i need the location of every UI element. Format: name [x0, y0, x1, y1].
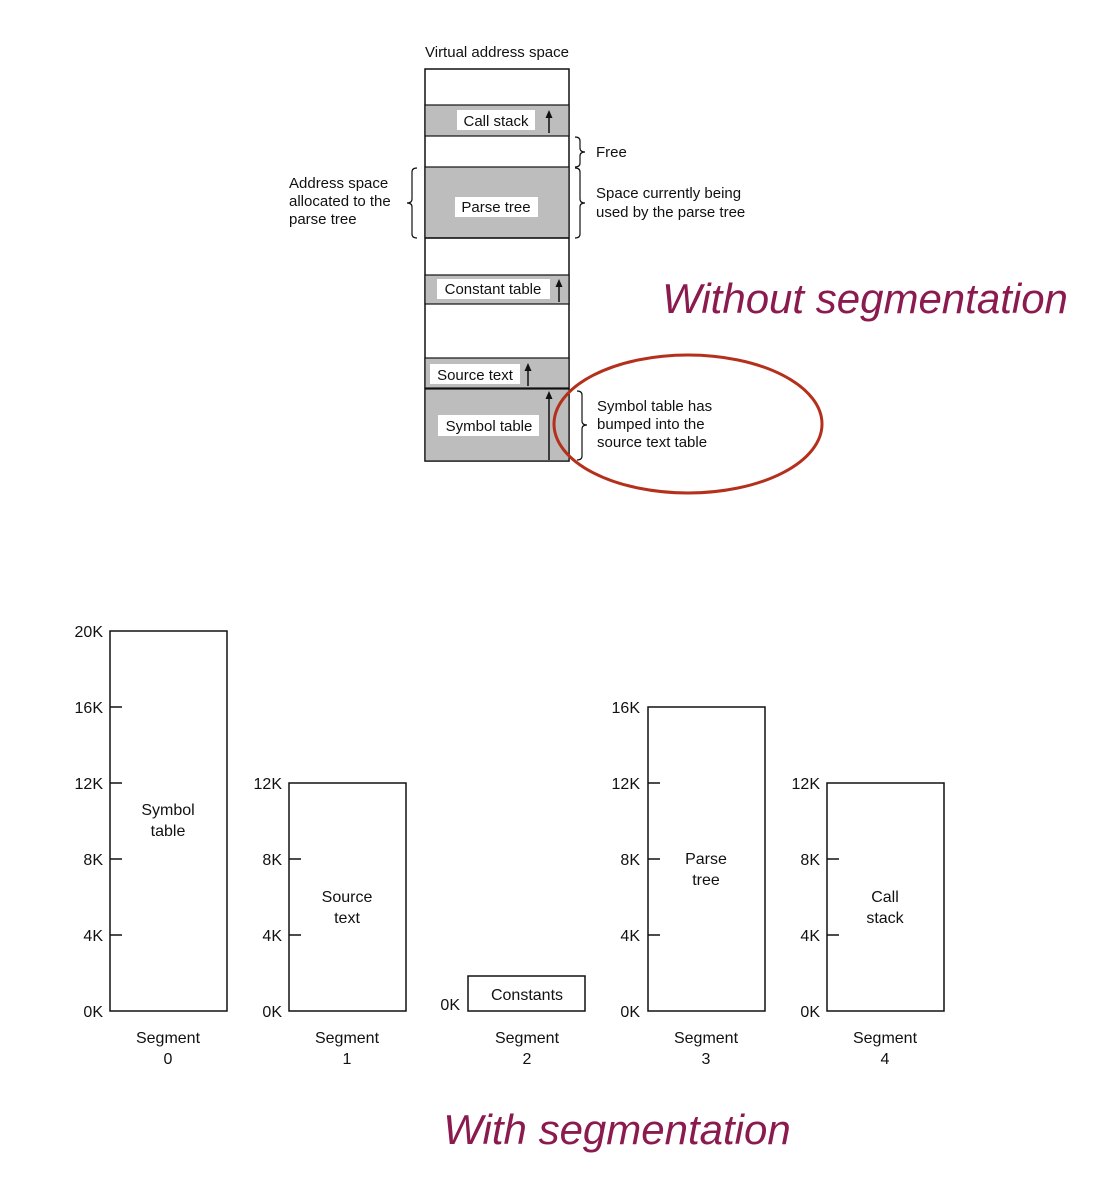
- segment-4-tick-0k: 0K: [800, 1004, 820, 1021]
- space-used-line-1: Space currently being: [596, 185, 741, 202]
- segment-4-box: [826, 782, 945, 1012]
- with-segmentation-caption: With segmentation: [443, 1106, 790, 1153]
- bumped-line-2: bumped into the: [597, 416, 705, 433]
- segment-1-box: [288, 782, 407, 1012]
- segment-1-content-line-2: text: [334, 910, 360, 927]
- segment-3-tick-0k: 0K: [620, 1004, 640, 1021]
- parse-tree-label-bg: [455, 197, 538, 217]
- segment-0-tick-0k: 0K: [83, 1004, 103, 1021]
- segment-3-content-line-1: Parse: [685, 851, 727, 868]
- constant-table-label-bg: [437, 279, 550, 299]
- segment-4-name-line-1: Segment: [853, 1030, 918, 1047]
- segment-3-tick-12k: 12K: [612, 776, 641, 793]
- segment-1-tick-0k: 0K: [262, 1004, 282, 1021]
- virtual-address-space-title: Virtual address space: [425, 44, 569, 61]
- used-space-brace-icon: [574, 167, 586, 239]
- segment-0-content-line-1: Symbol: [141, 802, 194, 819]
- segment-2-name-line-1: Segment: [495, 1030, 560, 1047]
- free-label: Free: [596, 144, 627, 161]
- source-text-label-bg: [430, 364, 520, 384]
- bumped-line-3: source text table: [597, 434, 707, 451]
- segment-2: 0K Constants Segment 2: [440, 975, 586, 1068]
- segment-4-content-line-2: stack: [866, 910, 904, 927]
- source-text-arrowhead-icon: [524, 363, 532, 371]
- call-stack-arrowhead-icon: [545, 110, 553, 118]
- collision-highlight-ellipse: [552, 353, 824, 495]
- allocated-line-3: parse tree: [289, 211, 357, 228]
- segment-0-name-line-1: Segment: [136, 1030, 201, 1047]
- segment-0-tick-8k: 8K: [83, 852, 103, 869]
- segment-2-content: Constants: [491, 987, 563, 1004]
- segment-4-name-line-2: 4: [881, 1051, 890, 1068]
- constant-table-arrowhead-icon: [555, 279, 563, 287]
- segment-4-tick-12k: 12K: [792, 776, 821, 793]
- segment-4-tick-8k: 8K: [800, 852, 820, 869]
- segment-3-name-line-1: Segment: [674, 1030, 739, 1047]
- segment-1-content-line-1: Source: [322, 889, 373, 906]
- symbol-table-label-bg: [438, 415, 539, 436]
- segment-2-name-line-2: 2: [523, 1051, 532, 1068]
- segment-3-tick-4k: 4K: [620, 928, 640, 945]
- constant-table-label: Constant table: [445, 281, 542, 298]
- segment-4-content-line-1: Call: [871, 889, 899, 906]
- segment-1-tick-4k: 4K: [262, 928, 282, 945]
- segment-1-tick-8k: 8K: [262, 852, 282, 869]
- free-brace-icon: [574, 136, 586, 168]
- segment-0: 0K 4K 8K 12K 16K 20K Symbol table Segmen…: [75, 624, 228, 1068]
- segment-0-tick-20k: 20K: [75, 624, 104, 641]
- segment-3-tick-8k: 8K: [620, 852, 640, 869]
- without-segmentation-caption: Without segmentation: [662, 275, 1068, 322]
- segment-3: 0K 4K 8K 12K 16K Parse tree Segment 3: [612, 700, 766, 1068]
- segment-2-box: [467, 975, 586, 1012]
- segment-0-name-line-2: 0: [164, 1051, 173, 1068]
- segment-0-tick-12k: 12K: [75, 776, 104, 793]
- segment-1-name-line-1: Segment: [315, 1030, 380, 1047]
- segment-3-box: [647, 706, 766, 1012]
- call-stack-label-bg: [457, 110, 535, 130]
- bumped-brace-icon: [576, 390, 588, 461]
- virtual-address-space-diagram: Virtual address space Call stack Parse t…: [289, 44, 1068, 495]
- segment-0-content-line-2: table: [151, 823, 186, 840]
- allocated-space-brace-icon: [406, 167, 418, 239]
- segments-diagram: 0K 4K 8K 12K 16K 20K Symbol table Segmen…: [75, 624, 945, 1153]
- segment-0-tick-16k: 16K: [75, 700, 104, 717]
- parse-tree-label: Parse tree: [461, 199, 530, 216]
- segment-1: 0K 4K 8K 12K Source text Segment 1: [254, 776, 407, 1068]
- segment-2-tick-0k: 0K: [440, 997, 460, 1014]
- segment-4-tick-4k: 4K: [800, 928, 820, 945]
- allocated-line-2: allocated to the: [289, 193, 391, 210]
- call-stack-label: Call stack: [463, 113, 529, 130]
- bumped-line-1: Symbol table has: [597, 398, 712, 415]
- segment-3-tick-16k: 16K: [612, 700, 641, 717]
- symbol-table-label: Symbol table: [446, 418, 533, 435]
- segment-3-content-line-2: tree: [692, 872, 720, 889]
- space-used-line-2: used by the parse tree: [596, 204, 745, 221]
- allocated-line-1: Address space: [289, 175, 388, 192]
- segment-4: 0K 4K 8K 12K Call stack Segment 4: [792, 776, 945, 1068]
- segment-1-tick-12k: 12K: [254, 776, 283, 793]
- segment-3-name-line-2: 3: [702, 1051, 711, 1068]
- segment-1-name-line-2: 1: [343, 1051, 352, 1068]
- symbol-table-arrowhead-icon: [545, 391, 553, 399]
- segment-0-box: [109, 630, 228, 1012]
- source-text-label: Source text: [437, 367, 514, 384]
- segment-0-tick-4k: 4K: [83, 928, 103, 945]
